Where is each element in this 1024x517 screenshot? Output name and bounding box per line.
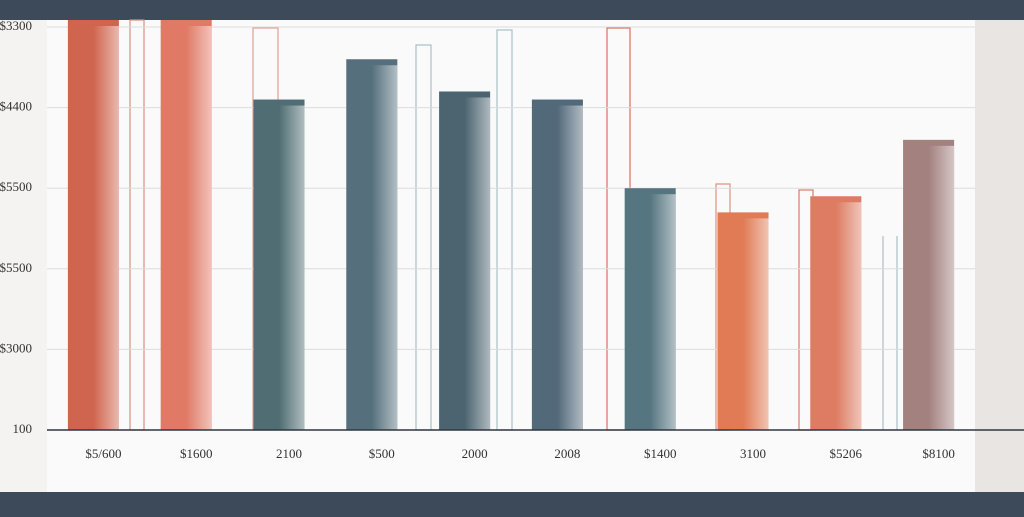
x-tick-label: 2100 (276, 446, 302, 461)
x-tick-label: $5206 (830, 446, 863, 461)
bar-shade (371, 65, 398, 431)
y-tick-label: 100 (13, 421, 33, 436)
x-tick-label: 3100 (740, 446, 766, 461)
bar-shade (279, 105, 305, 430)
bar-shade (557, 105, 583, 430)
x-tick-label: $8100 (922, 446, 955, 461)
y-tick-label: $3000 (0, 340, 32, 355)
x-tick-label: $1400 (644, 446, 677, 461)
y-tick-label: $5500 (0, 260, 32, 275)
bar-shade (93, 26, 119, 430)
x-tick-label: $5/600 (85, 446, 121, 461)
x-tick-label: $1600 (180, 446, 213, 461)
bar-shade (835, 202, 862, 430)
side-panel (975, 20, 1024, 492)
x-tick-label: 2000 (462, 446, 488, 461)
bar-shade (928, 145, 955, 430)
bar-shade (743, 218, 769, 430)
x-tick-label: 2008 (554, 446, 580, 461)
bar-shade (650, 194, 676, 430)
bar-shade (186, 26, 212, 430)
y-tick-label: $4400 (0, 99, 32, 114)
y-tick-label: $3300 (0, 18, 32, 33)
x-tick-label: $500 (369, 446, 395, 461)
y-tick-label: $5500 (0, 179, 32, 194)
bar-shade (464, 97, 491, 430)
